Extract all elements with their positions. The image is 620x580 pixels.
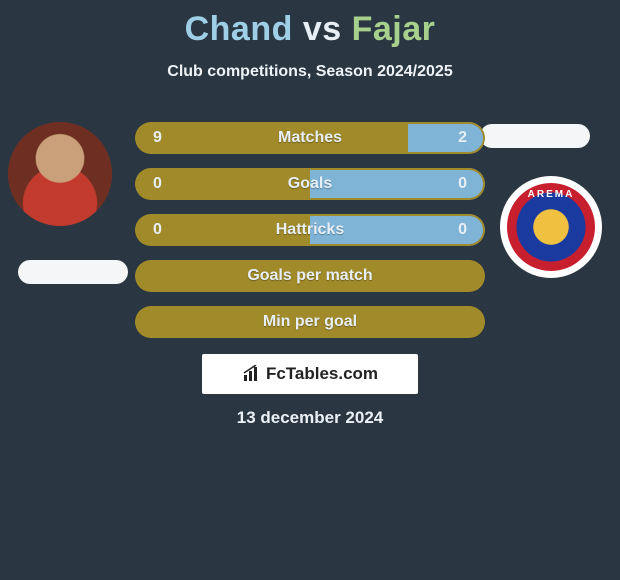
title-player1: Chand	[185, 10, 293, 48]
bar-row: 92Matches	[135, 122, 485, 154]
subtitle: Club competitions, Season 2024/2025	[0, 63, 620, 81]
bar-row: Min per goal	[135, 306, 485, 338]
bar-row: 00Goals	[135, 168, 485, 200]
bar-label: Matches	[135, 122, 485, 154]
brand-box: FcTables.com	[202, 354, 418, 394]
club-badge-graphic: AREMA	[507, 183, 595, 271]
infographic-canvas: Chand vs Fajar Club competitions, Season…	[0, 0, 620, 450]
bar-label: Min per goal	[135, 306, 485, 338]
player1-avatar	[8, 122, 112, 226]
title-player2: Fajar	[352, 10, 436, 48]
player2-flag	[480, 124, 590, 148]
bar-label: Goals per match	[135, 260, 485, 292]
date-text: 13 december 2024	[0, 408, 620, 428]
brand-text: FcTables.com	[266, 364, 378, 384]
bar-row: 00Hattricks	[135, 214, 485, 246]
bar-label: Hattricks	[135, 214, 485, 246]
club-badge-text: AREMA	[507, 189, 595, 200]
chart-icon	[242, 365, 262, 383]
title-vs: vs	[303, 10, 342, 48]
comparison-bars: 92Matches 00Goals 00Hattricks Goals per mat…	[135, 122, 485, 352]
page-title: Chand vs Fajar	[0, 0, 620, 49]
bar-row: Goals per match	[135, 260, 485, 292]
player2-club-badge: AREMA	[500, 176, 602, 278]
bar-label: Goals	[135, 168, 485, 200]
player1-flag	[18, 260, 128, 284]
